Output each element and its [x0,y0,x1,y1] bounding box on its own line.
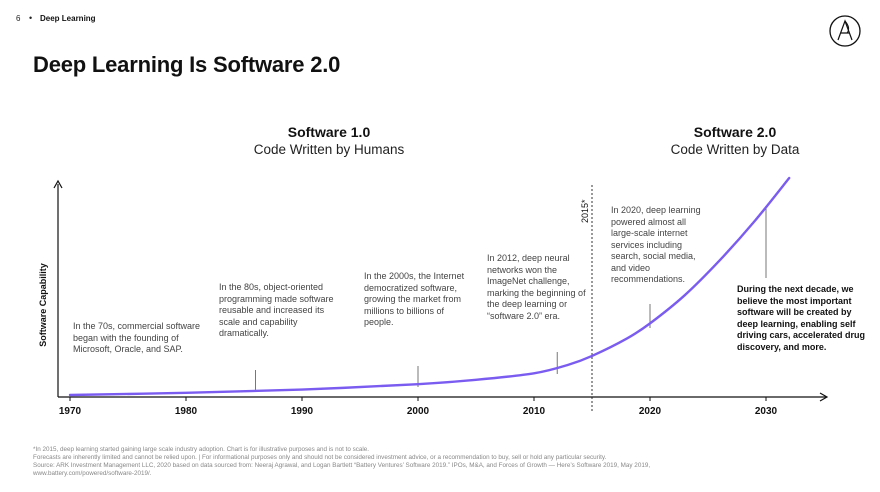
page-number: 6 [16,14,21,23]
x-tick-label: 1990 [291,406,314,417]
annotation-2012: In 2012, deep neural networks won the Im… [487,253,586,321]
footnote-line: *In 2015, deep learning started gaining … [33,446,370,453]
x-axis-arrow [819,392,829,402]
section-label: Deep Learning [40,14,96,23]
annotation-1980s: In the 80s, object-oriented programming … [219,282,334,338]
era-software-1: Software 1.0 Code Written by Humans [214,124,444,157]
era-1-subtitle: Code Written by Humans [253,142,405,157]
header-separator: • [29,13,33,23]
era-2-subtitle: Code Written by Data [670,142,800,157]
x-tick-label: 1970 [59,406,82,417]
era-2-name: Software 2.0 [693,124,777,140]
x-tick-label: 2020 [639,406,662,417]
footnote-line: www.battery.com/powered/software-2019/. [33,470,152,477]
x-tick-label: 1980 [175,406,198,417]
marker-label-2015: 2015* [580,199,590,223]
footnote-line: Forecasts are inherently limited and can… [33,454,607,461]
ark-logo-icon [829,15,861,47]
y-axis-label: Software Capability [38,263,48,347]
footnotes: *In 2015, deep learning started gaining … [33,446,813,478]
annotation-next-decade: During the next decade, we believe the m… [737,284,866,352]
footnote-line: Source: ARK Investment Management LLC, 2… [33,462,651,469]
x-tick-label: 2000 [407,406,430,417]
x-tick-label: 2030 [755,406,778,417]
era-software-2: Software 2.0 Code Written by Data [640,124,830,157]
page-title: Deep Learning Is Software 2.0 [33,52,341,77]
era-1-name: Software 1.0 [287,124,371,140]
annotation-2000s: In the 2000s, the Internet democratized … [364,271,465,327]
x-tick-label: 2010 [523,406,546,417]
annotation-1970s: In the 70s, commercial software began wi… [73,321,201,354]
software-capability-curve [68,176,791,397]
annotation-2020: In 2020, deep learning powered almost al… [611,205,701,284]
y-axis-arrow [53,179,63,189]
